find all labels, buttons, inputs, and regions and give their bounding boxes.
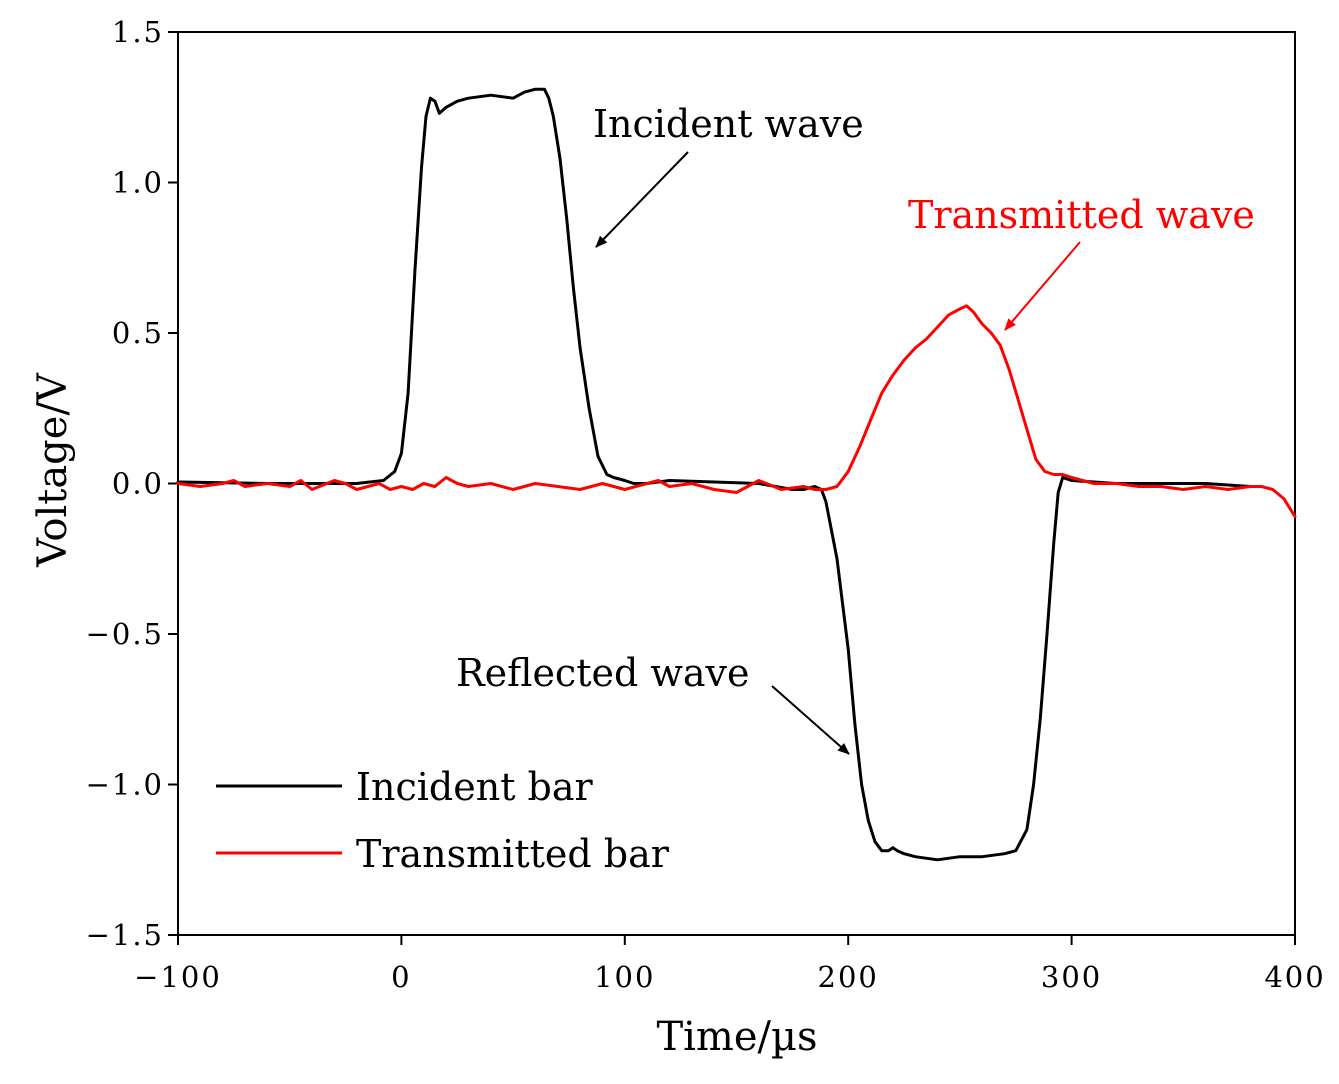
y-tick-label: 0.0: [112, 467, 164, 501]
y-tick-label: 1.0: [112, 166, 164, 200]
x-tick-label: 100: [594, 960, 655, 994]
annotation-reflected-wave: Reflected wave: [456, 651, 750, 695]
x-tick-label: 400: [1264, 960, 1325, 994]
axis-ticks: −100 0 100 200 300 400 1.5 1.0 0.5 0.0 −0.5 −1.0 −1.…: [86, 15, 1325, 994]
x-tick-label: −100: [134, 960, 222, 994]
series-line-incident-bar: [176, 87, 1252, 862]
legend: Incident bar Transmitted bar: [216, 765, 670, 876]
annotation-reflected-wave-arrow: [771, 685, 850, 755]
legend-label-incident-bar: Incident bar: [356, 765, 594, 809]
legend-label-transmitted-bar: Transmitted bar: [356, 832, 670, 876]
x-axis-title: Time/µs: [656, 1014, 817, 1060]
x-tick-label: 300: [1041, 960, 1102, 994]
x-tick-label: 0: [391, 960, 411, 994]
y-axis-title: Voltage/V: [30, 372, 76, 568]
annotation-transmitted-wave-arrow: [1004, 241, 1081, 331]
annotation-incident-wave-arrow: [595, 151, 689, 248]
y-tick-label: 1.5: [112, 15, 164, 49]
y-tick-label: 0.5: [112, 316, 164, 350]
annotation-incident-wave: Incident wave: [593, 102, 864, 146]
y-tick-label: −1.0: [86, 768, 164, 802]
series-group: [176, 87, 1297, 862]
y-tick-label: −0.5: [86, 617, 164, 651]
y-tick-label: −1.5: [86, 918, 164, 952]
x-tick-label: 200: [818, 960, 879, 994]
annotation-transmitted-wave: Transmitted wave: [908, 193, 1255, 237]
series-line-transmitted-bar: [176, 304, 1297, 519]
